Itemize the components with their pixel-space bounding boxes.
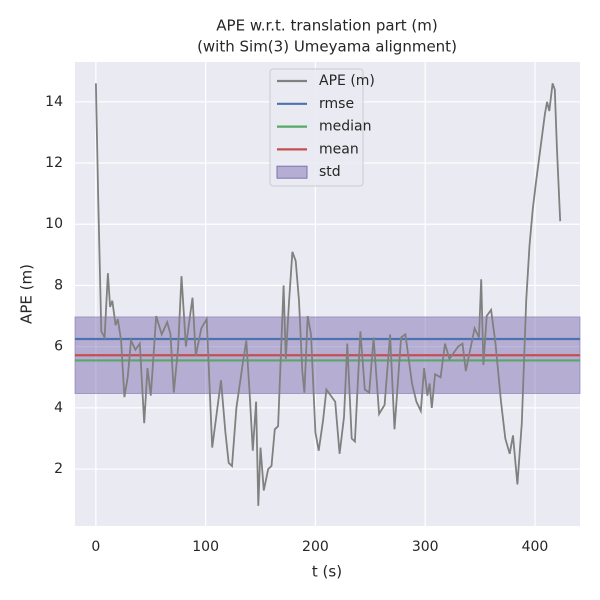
y-tick-label: 6 <box>54 339 63 355</box>
legend-label: rmse <box>319 96 354 112</box>
y-tick-label: 2 <box>54 461 63 477</box>
y-axis-label: APE (m) <box>18 264 36 324</box>
chart-title: APE w.r.t. translation part (m) <box>216 17 437 35</box>
legend-label: mean <box>319 141 359 157</box>
y-tick-label: 14 <box>45 94 63 110</box>
legend: APE (m) rmse median mean std <box>269 68 375 187</box>
ape-line <box>95 83 562 506</box>
legend-label: median <box>319 119 371 135</box>
x-tick-label: 400 <box>522 539 549 555</box>
y-tick-label: 4 <box>54 400 63 416</box>
x-tick-label: 300 <box>412 539 439 555</box>
y-tick-label: 10 <box>45 216 63 232</box>
chart-subtitle: (with Sim(3) Umeyama alignment) <box>197 38 457 56</box>
x-tick-label: 0 <box>91 539 100 555</box>
x-tick-label: 100 <box>192 539 219 555</box>
legend-label: APE (m) <box>319 73 375 89</box>
y-tick-label: 12 <box>45 155 63 171</box>
legend-box <box>269 68 364 187</box>
legend-label: std <box>319 164 341 180</box>
x-axis-label: t (s) <box>312 563 342 581</box>
y-tick-label: 8 <box>54 277 63 293</box>
legend-swatch <box>276 165 308 179</box>
marks <box>74 83 581 506</box>
x-tick-label: 200 <box>302 539 329 555</box>
